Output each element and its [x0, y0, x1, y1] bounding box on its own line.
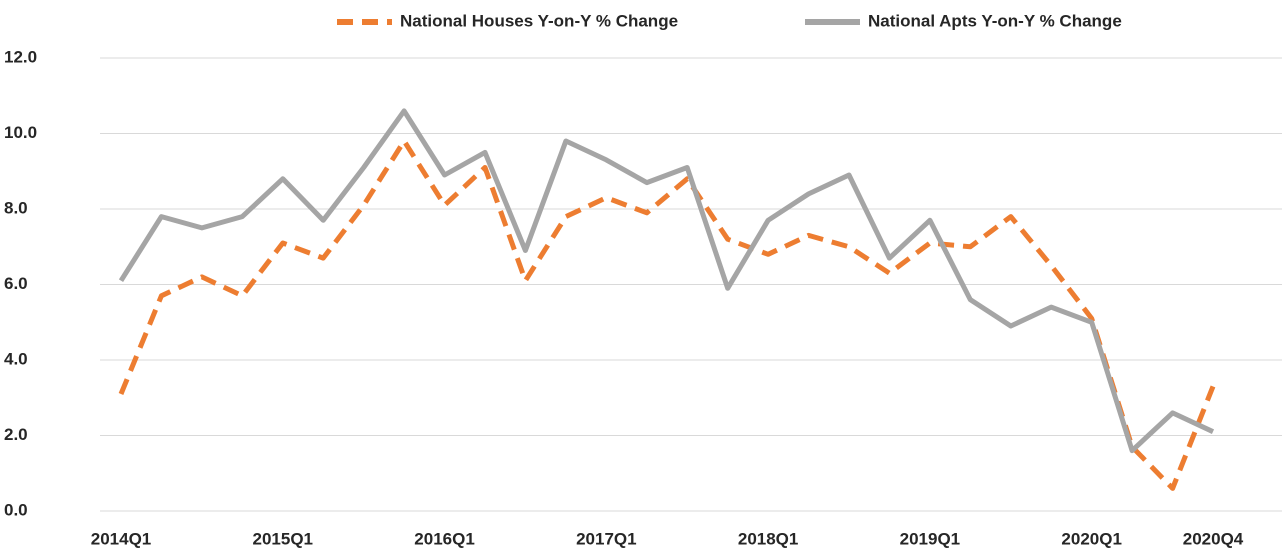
- x-tick-label: 2018Q1: [738, 529, 799, 548]
- x-tick-label: 2016Q1: [414, 529, 475, 548]
- series-line: [118, 108, 1215, 454]
- y-tick-label: 10.0: [4, 123, 37, 142]
- x-tick-label: 2017Q1: [576, 529, 637, 548]
- x-tick-label: 2015Q1: [253, 529, 314, 548]
- series-line: [118, 138, 1216, 491]
- y-tick-label: 8.0: [4, 198, 28, 217]
- x-tick-label: 2014Q1: [91, 529, 152, 548]
- y-tick-label: 2.0: [4, 425, 28, 444]
- x-tick-label: 2020Q1: [1061, 529, 1122, 548]
- y-tick-label: 12.0: [4, 47, 37, 66]
- x-tick-label: 2019Q1: [900, 529, 961, 548]
- legend-label: National Apts Y-on-Y % Change: [868, 11, 1122, 30]
- y-tick-label: 0.0: [4, 500, 28, 519]
- y-tick-label: 6.0: [4, 274, 28, 293]
- legend-label: National Houses Y-on-Y % Change: [400, 11, 678, 30]
- x-tick-label: 2020Q4: [1183, 529, 1244, 548]
- y-tick-label: 4.0: [4, 349, 28, 368]
